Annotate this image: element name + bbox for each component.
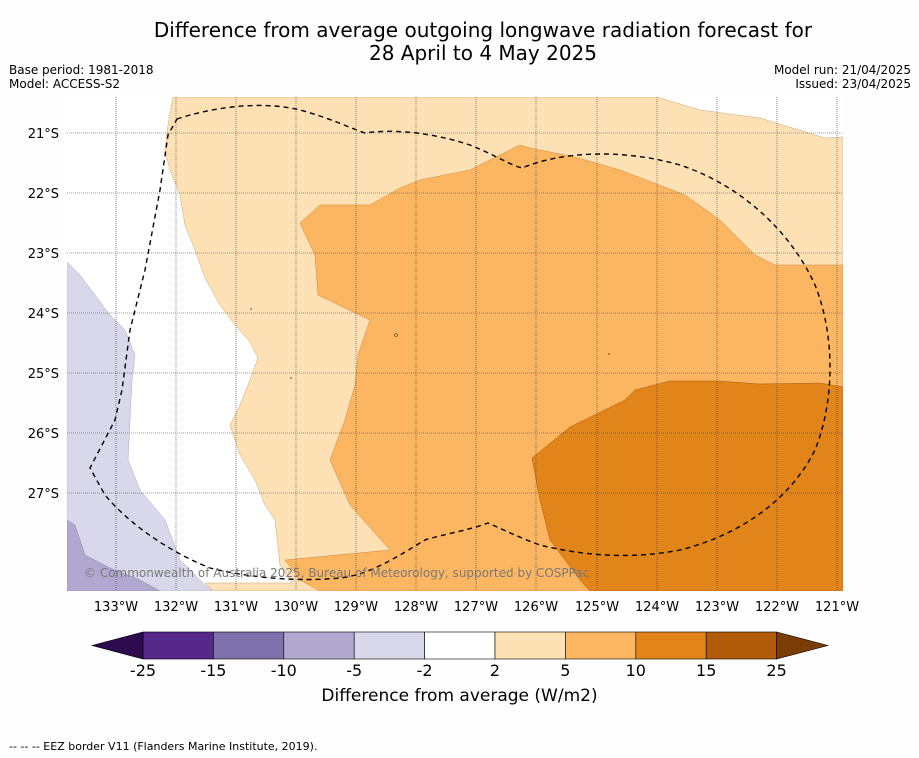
colorbar-swatch [705, 631, 777, 660]
title-line-1: Difference from average outgoing longwav… [153, 18, 813, 42]
colorbar-swatch [565, 631, 637, 660]
colorbar-tick-label: 15 [696, 661, 716, 680]
colorbar-tick-label: 5 [560, 661, 570, 680]
colorbar-tick-label: 25 [766, 661, 786, 680]
colorbar: -25 -15 -10 -5 -2 2 5 10 15 25 [90, 631, 830, 680]
lon-label: 130°W [274, 600, 318, 615]
copyright-text: © Commonwealth of Australia 2025, Bureau… [84, 566, 589, 580]
contour-speck [250, 308, 252, 310]
graticule [67, 97, 843, 591]
issued-date: Issued: 23/04/2025 [795, 77, 911, 91]
colorbar-tick-label: -15 [200, 661, 226, 680]
colorbar-low-extend [90, 631, 144, 660]
lat-label: 24°S [28, 307, 59, 322]
lon-label: 132°W [154, 600, 198, 615]
lon-label: 131°W [214, 600, 258, 615]
colorbar-label: Difference from average (W/m2) [321, 686, 598, 706]
lon-label: 121°W [815, 600, 859, 615]
lat-label: 25°S [28, 367, 59, 382]
lon-label: 125°W [575, 600, 619, 615]
lon-label: 129°W [334, 600, 378, 615]
lon-label: 128°W [394, 600, 438, 615]
model-name: Model: ACCESS-S2 [9, 77, 121, 91]
colorbar-swatch [353, 631, 425, 660]
colorbar-tick-label: 10 [626, 661, 646, 680]
colorbar-tick-label: -10 [271, 661, 297, 680]
map-title: Difference from average outgoing longwav… [0, 19, 919, 65]
eez-border [89, 104, 831, 581]
lat-label: 21°S [28, 127, 59, 142]
colorbar-swatch [635, 631, 707, 660]
lat-label: 22°S [28, 187, 59, 202]
model-run: Model run: 21/04/2025 [773, 63, 911, 77]
contour-speck [290, 377, 292, 379]
meta-right: Model run: 21/04/2025 Issued: 23/04/2025 [774, 63, 911, 91]
latitude-labels: 21°S 22°S 23°S 24°S 25°S 26°S 27°S [28, 127, 59, 502]
lon-label: 126°W [514, 600, 558, 615]
colorbar-high-extend [776, 631, 830, 660]
base-period: Base period: 1981-2018 [9, 63, 154, 77]
colorbar-swatch [213, 631, 285, 660]
title-line-2: 28 April to 4 May 2025 [369, 41, 597, 65]
meta-left: Base period: 1981-2018 Model: ACCESS-S2 [9, 63, 154, 91]
lon-label: 123°W [695, 600, 739, 615]
lat-label: 27°S [28, 487, 59, 502]
colorbar-tick-label: -5 [346, 661, 362, 680]
contour-10-to-15 [531, 380, 843, 591]
contour-speck [394, 333, 398, 337]
lat-label: 23°S [28, 247, 59, 262]
colorbar-swatch [494, 631, 566, 660]
colorbar-tick-label: 2 [490, 661, 500, 680]
lat-label: 26°S [28, 427, 59, 442]
lon-label: 122°W [755, 600, 799, 615]
lon-label: 127°W [454, 600, 498, 615]
map-plot-area [67, 97, 843, 591]
colorbar-swatch [424, 631, 496, 660]
colorbar-swatch [142, 631, 214, 660]
eez-footnote: -- -- -- EEZ border V11 (Flanders Marine… [9, 740, 318, 753]
lon-label: 124°W [635, 600, 679, 615]
contour-speck [608, 353, 610, 355]
contour-minus5-to-minus2 [67, 261, 214, 591]
lon-label: 133°W [94, 600, 138, 615]
colorbar-swatch [283, 631, 355, 660]
colorbar-tick-label: -25 [130, 661, 156, 680]
longitude-labels: 133°W 132°W 131°W 130°W 129°W 128°W 127°… [94, 600, 859, 615]
colorbar-tick-label: -2 [417, 661, 433, 680]
contour-minus10-to-minus5 [67, 519, 161, 591]
